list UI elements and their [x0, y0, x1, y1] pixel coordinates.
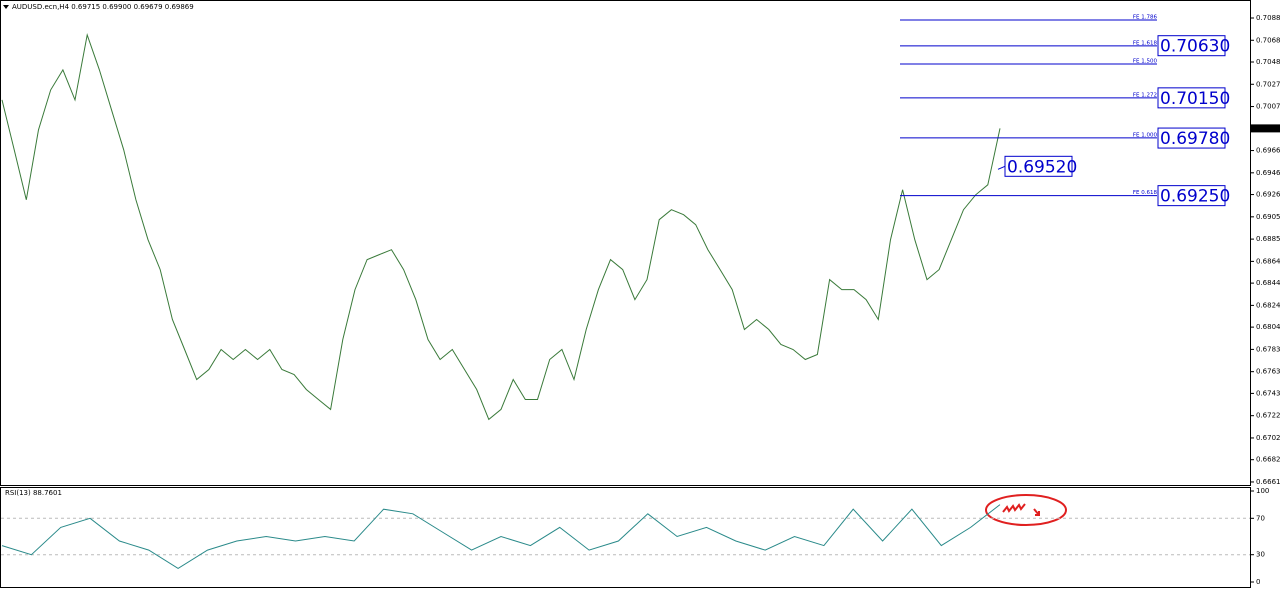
- connector: [997, 165, 1006, 170]
- price-box-label: 0.70630: [1160, 37, 1230, 57]
- y-tick-label: 0.67225: [1256, 412, 1280, 420]
- price-box-label: 0.69520: [1007, 157, 1077, 177]
- y-tick-label: 0.68645: [1256, 257, 1280, 265]
- last-price-box: [1251, 124, 1280, 133]
- y-tick-label: 70: [1256, 514, 1265, 522]
- price-box: [1004, 155, 1073, 177]
- series-line: [1, 32, 1001, 421]
- last-price-label: 0.69869: [1253, 124, 1280, 132]
- y-tick-label: 0.69055: [1256, 213, 1280, 221]
- rsi-frame: [0, 487, 1251, 588]
- fib-label: FE 1.786: [1133, 14, 1158, 20]
- y-tick-label: 0.70275: [1256, 80, 1280, 88]
- y-tick-label: 0.69665: [1256, 147, 1280, 155]
- rsi-title: RSI(13) 88.7601: [5, 489, 62, 497]
- arrows: [1002, 503, 1040, 516]
- y-tick-label: 0.67835: [1256, 345, 1280, 353]
- price-box: [1157, 87, 1226, 109]
- price-box: [1157, 127, 1226, 149]
- y-tick-label: 30: [1256, 551, 1265, 559]
- menu-icon: [3, 5, 9, 9]
- fib-label: FE 1.272: [1133, 92, 1157, 98]
- fib-label: FE 0.618: [1133, 190, 1158, 196]
- price-frame: [0, 0, 1251, 486]
- fib-label: FE 1.618: [1133, 40, 1158, 46]
- price-box-label: 0.70150: [1160, 89, 1230, 109]
- price-box: [1157, 185, 1226, 207]
- fib-label: FE 1.000: [1133, 132, 1158, 138]
- fib-label: FE 1.500: [1133, 58, 1158, 64]
- price-box-label: 0.69780: [1160, 129, 1230, 149]
- y-tick-label: 0: [1256, 578, 1260, 586]
- y-tick-label: 100: [1256, 487, 1269, 495]
- highlight-ellipse: [985, 494, 1067, 526]
- y-tick-label: 0.68445: [1256, 279, 1280, 287]
- y-tick-label: 0.66615: [1256, 478, 1280, 486]
- chart-title: AUDUSD.ecn,H4 0.69715 0.69900 0.69679 0.…: [12, 3, 194, 11]
- series-line: [1, 504, 1001, 569]
- price-box-label: 0.69250: [1160, 187, 1230, 207]
- y-tick-label: 0.70885: [1256, 14, 1280, 22]
- price-box: [1157, 35, 1226, 57]
